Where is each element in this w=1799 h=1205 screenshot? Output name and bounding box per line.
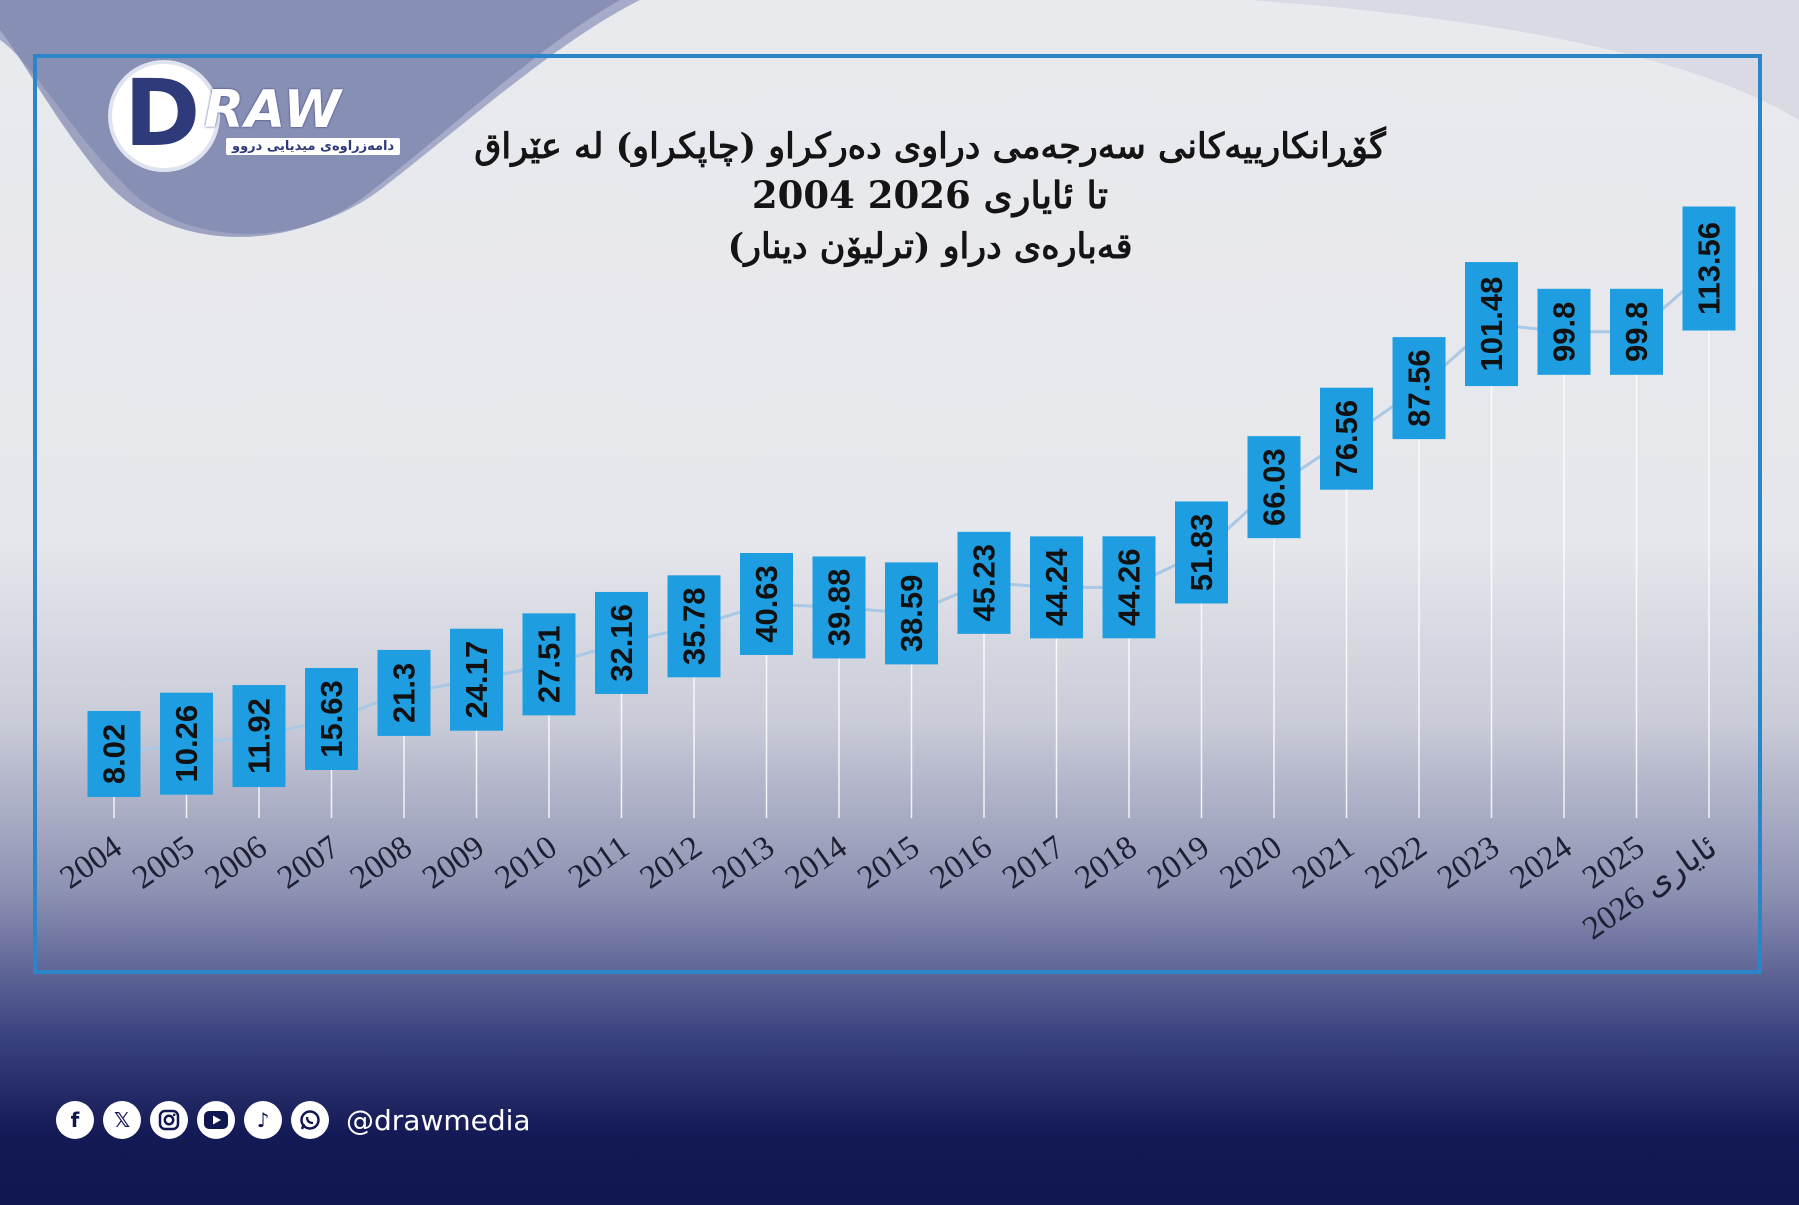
data-point-2016 bbox=[957, 531, 1011, 634]
data-label: 32.16 bbox=[604, 604, 639, 682]
logo-word: RAW bbox=[204, 80, 342, 140]
x-tick-label: 2018 bbox=[1069, 829, 1144, 896]
data-label: 87.56 bbox=[1402, 349, 1437, 427]
x-tick-label: 2013 bbox=[706, 829, 781, 896]
chart-titles: گۆڕانکارییەکانی سەرجەمی دراوی دەرکراو (چ… bbox=[300, 125, 1560, 273]
x-tick-label: 2023 bbox=[1431, 829, 1506, 896]
data-label: 45.23 bbox=[967, 544, 1002, 622]
data-label: 66.03 bbox=[1257, 448, 1292, 526]
data-label: 44.24 bbox=[1039, 548, 1074, 626]
instagram-icon[interactable] bbox=[150, 1101, 188, 1139]
x-icon[interactable]: 𝕏 bbox=[103, 1101, 141, 1139]
data-label: 10.26 bbox=[169, 705, 204, 783]
x-tick-label: 2020 bbox=[1214, 829, 1289, 896]
data-label: 40.63 bbox=[749, 565, 784, 643]
data-point-2004 bbox=[87, 711, 141, 797]
social-handle[interactable]: @drawmedia bbox=[346, 1103, 531, 1137]
data-label: 27.51 bbox=[532, 626, 567, 704]
x-tick-label: 2005 bbox=[126, 829, 201, 896]
x-tick-label: 2015 bbox=[851, 829, 926, 896]
x-tick-label: 2008 bbox=[344, 829, 419, 896]
data-point-2009 bbox=[450, 628, 503, 731]
logo-ring bbox=[108, 60, 220, 172]
data-label: 51.83 bbox=[1184, 514, 1219, 592]
data-label: 101.48 bbox=[1474, 277, 1509, 372]
whatsapp-icon[interactable] bbox=[291, 1101, 329, 1139]
data-label: 35.78 bbox=[677, 588, 712, 666]
data-label: 39.88 bbox=[822, 569, 857, 647]
data-label: 38.59 bbox=[894, 575, 929, 653]
data-point-2013 bbox=[740, 552, 793, 655]
chart-ylabel: قەبارەی دراو (ترلیۆن دینار) bbox=[727, 226, 1133, 267]
data-point-2006 bbox=[232, 685, 286, 788]
data-label: 99.8 bbox=[1547, 302, 1582, 362]
x-tick-label: 2007 bbox=[271, 829, 346, 896]
data-point-2008 bbox=[377, 649, 431, 736]
x-tick-label: 2017 bbox=[996, 829, 1071, 896]
chart-title: گۆڕانکارییەکانی سەرجەمی دراوی دەرکراو (چ… bbox=[474, 126, 1386, 167]
data-label: 8.02 bbox=[97, 724, 132, 784]
data-label: 44.26 bbox=[1112, 549, 1147, 627]
x-tick-label: 2024 bbox=[1504, 829, 1579, 896]
data-point-2010 bbox=[522, 613, 576, 716]
x-tick-label: 2011 bbox=[562, 829, 636, 896]
data-label: 15.63 bbox=[314, 680, 349, 758]
data-label: 113.56 bbox=[1692, 222, 1727, 315]
data-point-2005 bbox=[160, 692, 213, 795]
data-point-2019 bbox=[1175, 501, 1228, 604]
data-point-2023 bbox=[1465, 262, 1518, 387]
x-tick-label: 2019 bbox=[1141, 829, 1216, 896]
logo-letter: D bbox=[124, 60, 201, 167]
social-bar: f 𝕏 ♪ @drawmedia bbox=[56, 1099, 531, 1141]
x-tick-label: 2004 bbox=[54, 829, 129, 896]
x-tick-label: 2016 bbox=[924, 829, 999, 896]
data-label: 99.8 bbox=[1619, 302, 1654, 362]
background-swoosh bbox=[0, 0, 1799, 237]
data-point-2015 bbox=[885, 562, 938, 665]
data-label: 21.3 bbox=[387, 663, 422, 723]
data-point-2011 bbox=[595, 591, 648, 694]
data-point-2022 bbox=[1392, 337, 1446, 440]
x-tick-label: 2022 bbox=[1359, 829, 1434, 896]
youtube-icon[interactable] bbox=[197, 1101, 235, 1139]
x-tick-label: 2009 bbox=[416, 829, 491, 896]
data-point-2017 bbox=[1030, 536, 1083, 639]
chart-subtitle: 2004 تا ئایاری 2026 bbox=[751, 173, 1109, 217]
data-point-2025 bbox=[1610, 288, 1663, 375]
x-tick-label: 2010 bbox=[489, 829, 564, 896]
data-point-2024 bbox=[1537, 288, 1591, 375]
data-point-ئایاری 2026 bbox=[1682, 206, 1736, 331]
data-point-2014 bbox=[812, 556, 866, 659]
data-point-2020 bbox=[1247, 436, 1301, 539]
data-point-2007 bbox=[305, 667, 358, 770]
data-label: 76.56 bbox=[1329, 400, 1364, 478]
data-label: 11.92 bbox=[242, 698, 277, 774]
logo-tagline: دامەزراوەی میدیایی دروو bbox=[226, 138, 401, 155]
data-point-2021 bbox=[1320, 387, 1373, 490]
facebook-icon[interactable]: f bbox=[56, 1101, 94, 1139]
chart-frame bbox=[33, 54, 1762, 974]
x-tick-label: 2012 bbox=[634, 829, 709, 896]
x-tick-label: 2021 bbox=[1286, 829, 1361, 896]
data-point-2012 bbox=[667, 575, 721, 678]
draw-logo: D RAW دامەزراوەی میدیایی دروو bbox=[108, 60, 428, 180]
data-point-2018 bbox=[1102, 536, 1156, 639]
tiktok-icon[interactable]: ♪ bbox=[244, 1101, 282, 1139]
data-label: 24.17 bbox=[459, 641, 494, 719]
x-tick-label: 2006 bbox=[199, 829, 274, 896]
x-tick-label: 2014 bbox=[779, 829, 854, 896]
